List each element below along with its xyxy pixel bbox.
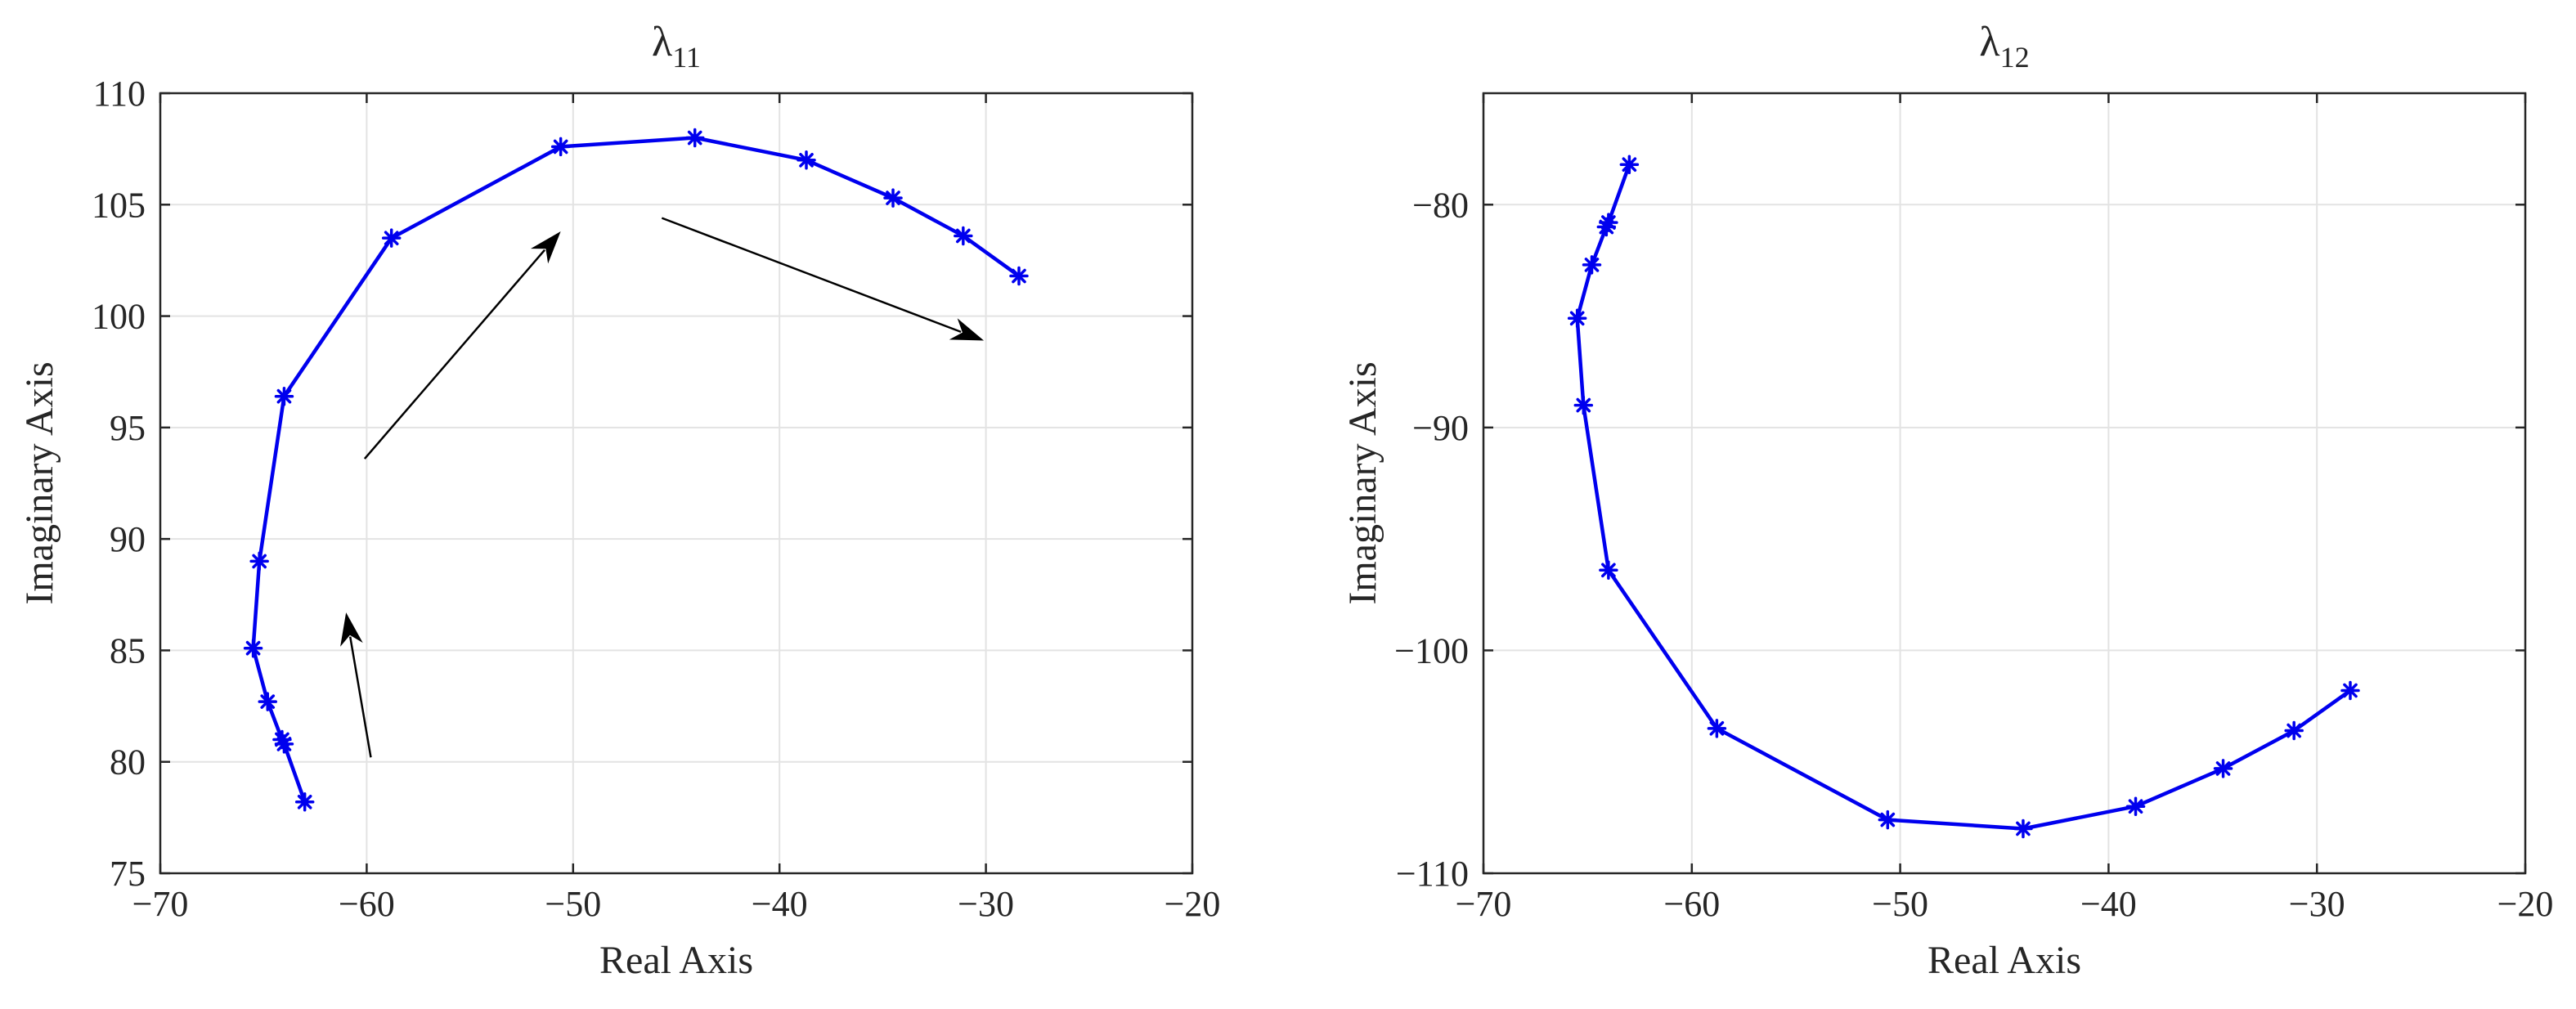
- x-axis-label: Real Axis: [599, 939, 753, 982]
- chart-title-main: λ: [652, 19, 672, 65]
- y-tick-label: 90: [110, 519, 146, 559]
- data-point-marker: [883, 188, 903, 208]
- y-tick-label: −110: [1396, 854, 1469, 894]
- x-tick-label: −50: [1872, 884, 1928, 924]
- y-axis-label: Imaginary Axis: [1341, 361, 1384, 604]
- y-tick-label: 80: [110, 742, 146, 783]
- data-point-marker: [381, 228, 402, 248]
- y-tick-label: 75: [110, 854, 146, 894]
- y-tick-label: 105: [92, 185, 146, 225]
- data-point-marker: [1567, 308, 1587, 329]
- chart-title: λ11: [652, 19, 701, 74]
- x-tick-label: −70: [1456, 884, 1512, 924]
- data-point-marker: [684, 128, 705, 148]
- y-tick-label: 110: [93, 74, 146, 114]
- annotation-arrow: [661, 217, 985, 341]
- x-tick-label: −40: [2080, 884, 2137, 924]
- arrow-shaft: [661, 217, 962, 334]
- data-series: [1567, 155, 2360, 839]
- chart-title-main: λ: [1979, 19, 1999, 65]
- chart-title: λ12: [1979, 19, 2029, 74]
- y-tick-label: −100: [1394, 630, 1469, 670]
- axis-ticks: −70 −60 −50 −40 −30 −20 −110 −100 −90 −80: [1394, 93, 2553, 924]
- x-tick-label: −70: [132, 884, 189, 924]
- data-point-marker: [550, 137, 571, 157]
- y-tick-label: 95: [110, 408, 146, 448]
- data-point-marker: [2013, 818, 2033, 839]
- x-tick-label: −40: [752, 884, 808, 924]
- chart-lambda-11: −70 −60 −50 −40 −30 −20 75 80 85 90 95 100 105 110 λ1…: [18, 19, 1220, 982]
- y-axis-label: Imaginary Axis: [18, 361, 61, 604]
- annotation-arrow: [340, 612, 372, 758]
- data-point-marker: [249, 551, 269, 572]
- x-tick-label: −30: [958, 884, 1014, 924]
- x-tick-label: −60: [1663, 884, 1720, 924]
- series-line: [251, 136, 1021, 803]
- y-tick-label: −80: [1412, 185, 1469, 225]
- x-tick-label: −20: [2497, 884, 2554, 924]
- data-point-marker: [1619, 155, 1640, 174]
- grid: [160, 93, 1192, 873]
- y-tick-label: −90: [1412, 408, 1469, 448]
- arrow-head: [949, 318, 985, 341]
- data-point-marker: [954, 226, 973, 246]
- data-point-marker: [2213, 759, 2233, 778]
- arrow-head: [530, 231, 561, 264]
- data-point-marker: [258, 692, 277, 711]
- data-point-marker: [1009, 266, 1029, 286]
- data-point-marker: [2125, 796, 2146, 816]
- axis-ticks: −70 −60 −50 −40 −30 −20 75 80 85 90 95 100 105 110: [92, 74, 1220, 924]
- data-point-marker: [2284, 720, 2304, 741]
- data-series: [243, 128, 1029, 812]
- data-point-marker: [797, 150, 816, 170]
- x-axis-label: Real Axis: [1928, 939, 2081, 982]
- data-point-marker: [272, 729, 292, 750]
- x-tick-label: −50: [545, 884, 601, 924]
- data-point-marker: [2340, 680, 2360, 701]
- x-tick-label: −20: [1165, 884, 1221, 924]
- plot-area-box: [1482, 92, 2527, 875]
- annotation-arrow: [363, 231, 561, 460]
- y-tick-label: 85: [110, 630, 146, 670]
- arrow-head: [340, 612, 363, 647]
- data-point-marker: [274, 386, 294, 406]
- arrow-shaft: [348, 636, 372, 758]
- arrow-shaft: [363, 249, 546, 460]
- annotations: [340, 217, 985, 758]
- data-point-marker: [1878, 809, 1898, 830]
- data-point-marker: [1599, 560, 1618, 581]
- data-point-marker: [1582, 255, 1602, 275]
- x-tick-label: −60: [339, 884, 395, 924]
- chart-title-subscript: 12: [2000, 41, 2030, 74]
- series-line: [1575, 164, 2352, 831]
- data-point-marker: [1707, 719, 1727, 738]
- chart-title-subscript: 11: [672, 41, 701, 74]
- data-point-marker: [294, 792, 315, 812]
- y-tick-label: 100: [92, 297, 146, 337]
- data-point-marker: [1573, 395, 1594, 415]
- plot-area-box: [159, 92, 1194, 875]
- grid: [1483, 93, 2525, 873]
- data-point-marker: [243, 638, 263, 658]
- chart-lambda-12: −70 −60 −50 −40 −30 −20 −110 −100 −90 −80 λ12 Rea…: [1341, 19, 2553, 982]
- x-tick-label: −30: [2289, 884, 2345, 924]
- data-point-marker: [1596, 217, 1617, 237]
